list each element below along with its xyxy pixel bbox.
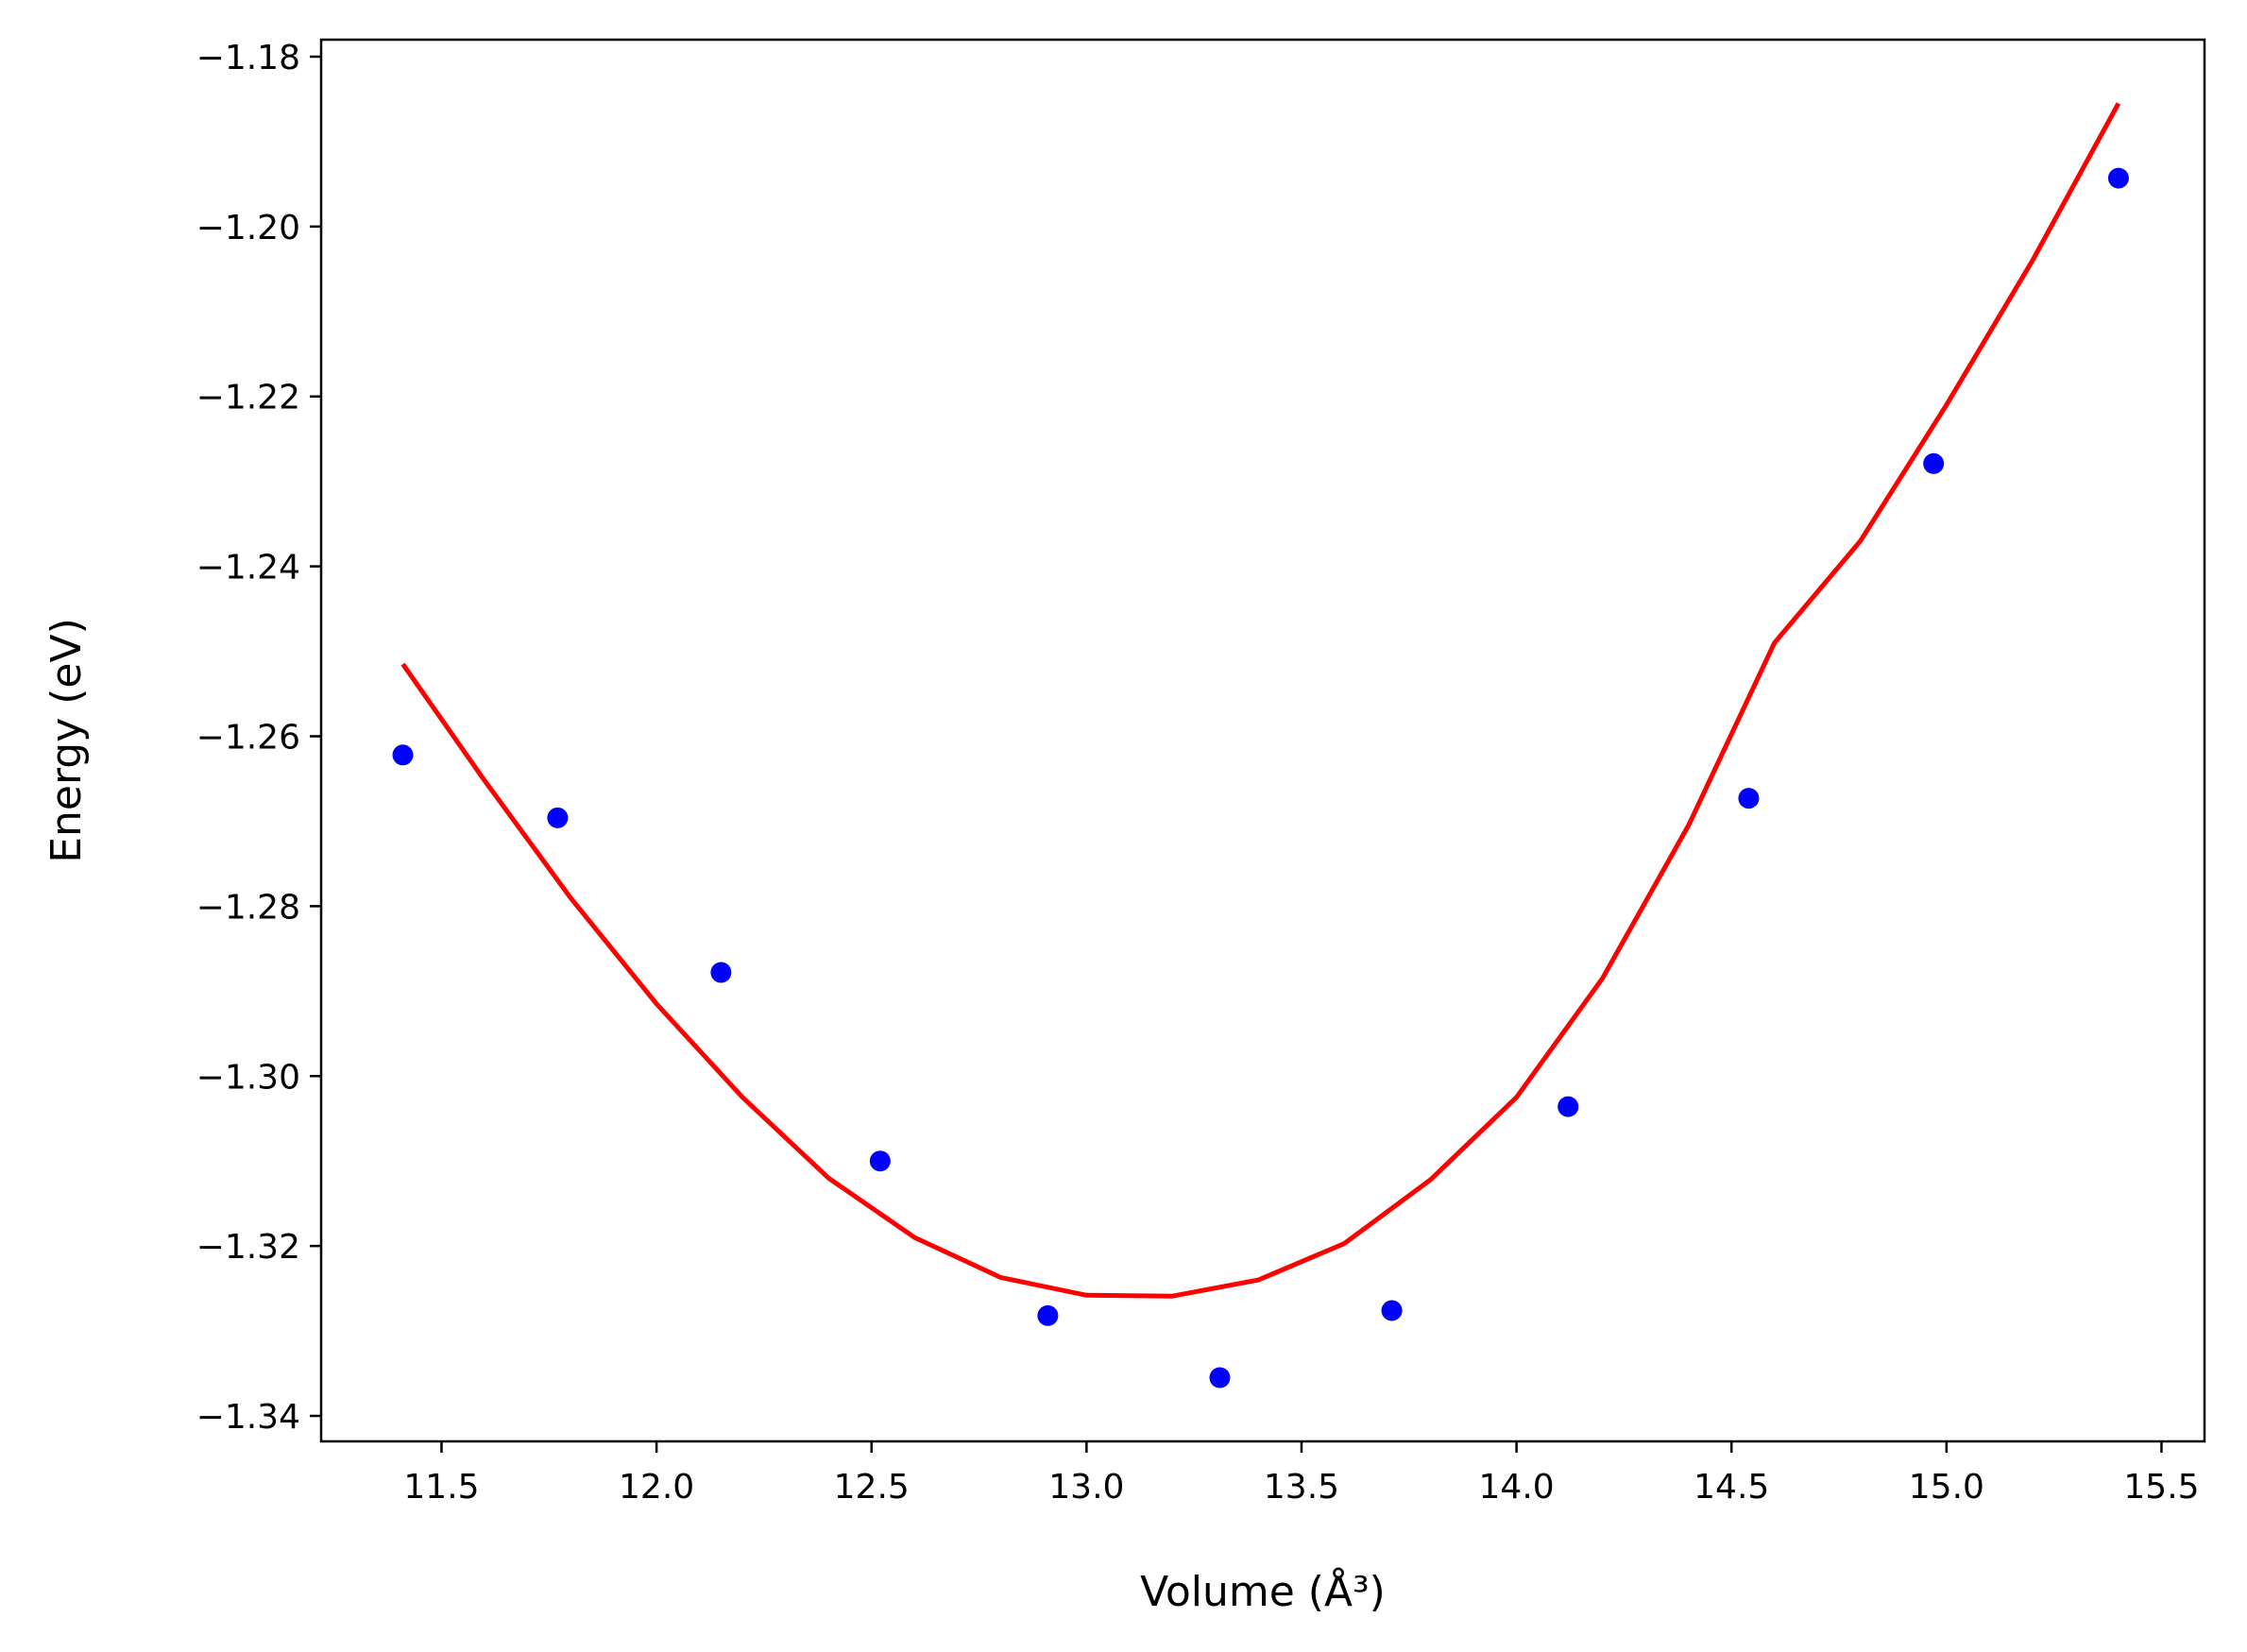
x-tick-label: 15.5	[2123, 1468, 2199, 1507]
data-point	[547, 807, 569, 828]
data-point	[1209, 1367, 1231, 1388]
fit-curve	[400, 102, 2121, 1299]
x-tick-label: 12.0	[619, 1468, 694, 1507]
y-axis-ticks: −1.34 −1.32 −1.30 −1.28 −1.26 −1.24 −1.22 −1.20…	[196, 39, 321, 1437]
x-axis-ticks: 11.5 12.0 12.5 13.0 13.5 14.0 14.5 15.0 15.5	[403, 1441, 2200, 1507]
x-tick-label: 11.5	[403, 1468, 479, 1507]
y-tick-label: −1.20	[196, 209, 300, 247]
y-tick-label: −1.18	[196, 39, 300, 77]
x-tick-label: 14.0	[1479, 1468, 1555, 1507]
data-point	[1558, 1096, 1579, 1117]
x-tick-label: 13.5	[1264, 1468, 1339, 1507]
data-points-layer	[392, 167, 2129, 1388]
data-point	[1738, 788, 1760, 809]
x-axis-label: Volume (Å³)	[1140, 1566, 1386, 1616]
data-point	[869, 1150, 891, 1172]
x-tick-label: 15.0	[1909, 1468, 1984, 1507]
data-point	[710, 962, 732, 983]
y-tick-label: −1.26	[196, 719, 300, 758]
fit-curve-layer	[400, 102, 2121, 1299]
y-tick-label: −1.30	[196, 1058, 300, 1097]
y-tick-label: −1.28	[196, 888, 300, 927]
y-tick-label: −1.24	[196, 549, 300, 588]
y-tick-label: −1.22	[196, 379, 300, 417]
x-tick-label: 13.0	[1048, 1468, 1124, 1507]
x-tick-label: 14.5	[1694, 1468, 1769, 1507]
data-point	[1037, 1304, 1059, 1326]
axes-frame	[319, 38, 2206, 1443]
x-tick-label: 12.5	[834, 1468, 910, 1507]
y-tick-label: −1.34	[196, 1398, 300, 1437]
data-point	[2107, 167, 2129, 189]
data-point	[1381, 1300, 1403, 1321]
y-tick-label: −1.32	[196, 1228, 300, 1267]
y-axis-label: Energy (eV)	[43, 618, 91, 863]
data-point	[1923, 452, 1945, 474]
data-point	[392, 744, 414, 766]
